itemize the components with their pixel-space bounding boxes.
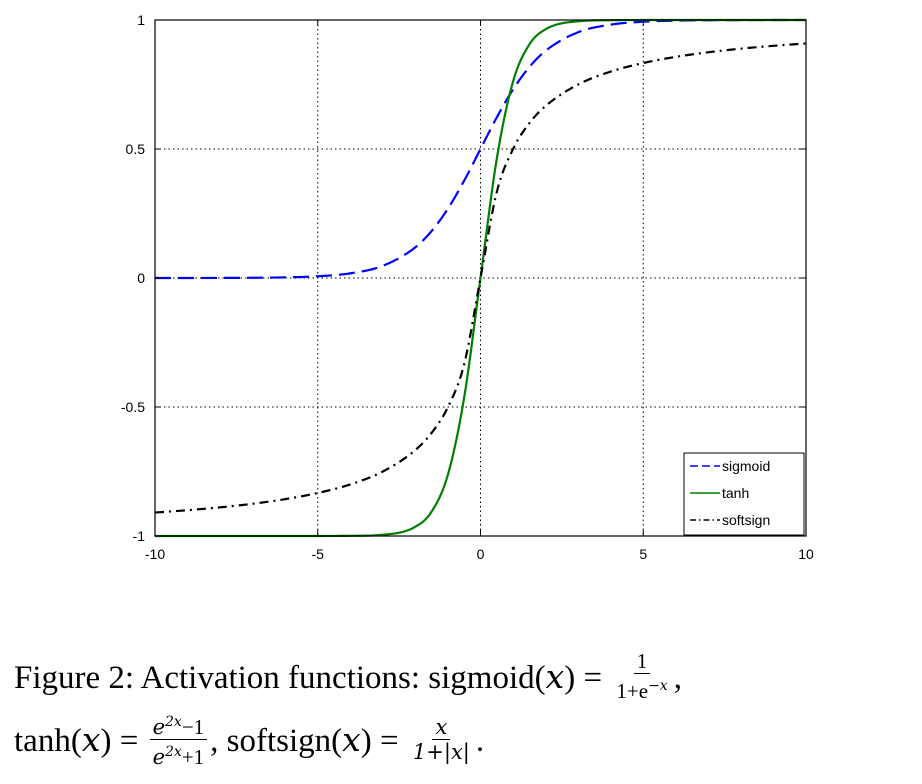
caption-period: . [475,723,485,759]
tanh-den-base: e [152,744,165,769]
var-x: x [545,657,565,696]
x-tick-label: 0 [477,546,485,562]
tanh-num-exp: 2x [165,713,182,730]
figure-caption: Figure 2: Activation functions: sigmoid(… [14,646,914,773]
tanh-den-exp: 2x [165,743,182,760]
sigmoid-numerator: 1 [633,649,651,675]
paren-close: ) [100,723,112,759]
sigmoid-denominator: 1+e−x [613,674,670,703]
x-tick-label: -10 [145,546,165,562]
caption-line-2: tanh(x) = e2x−1 e2x+1, softsign(x) = x 1+|… [14,709,914,773]
tick-marks [154,19,807,537]
x-tick-label: -5 [312,546,325,562]
tanh-num-base: e [152,714,165,739]
tanh-lhs: tanh( [14,723,82,759]
tanh-den-tail: +1 [181,744,205,769]
tick-labels: -10 -5 0 5 10 -1 -0.5 0 0.5 1 [121,12,814,562]
legend: sigmoid tanh softsign [683,452,805,536]
tanh-num-tail: −1 [181,714,205,739]
y-tick-label: 0 [137,270,145,286]
y-tick-label: 1 [137,12,145,28]
x-tick-label: 10 [798,546,814,562]
tanh-numerator: e2x−1 [149,710,208,740]
y-tick-label: -0.5 [121,399,145,415]
equals-sign: = [371,723,407,759]
softsign-numerator: x [432,715,451,740]
paren-close: ) [564,660,576,696]
y-tick-label: -1 [133,528,146,544]
sigmoid-den-base: 1+e [616,679,649,704]
paren-close: ) [360,723,372,759]
legend-label-sigmoid: sigmoid [722,458,770,474]
softsign-fraction: x 1+|x| [410,715,473,764]
tanh-fraction: e2x−1 e2x+1 [149,710,208,769]
var-x: x [342,720,361,759]
equals-sign: = [575,660,611,696]
sigmoid-den-exp: −x [648,678,668,695]
softsign-lhs: softsign( [226,723,343,759]
y-tick-label: 0.5 [126,141,146,157]
legend-label-tanh: tanh [722,485,749,501]
x-tick-label: 5 [639,546,647,562]
activation-chart: -10 -5 0 5 10 -1 -0.5 0 0.5 1 sigmoid tanh softsign [121,12,814,562]
caption-comma: , [673,660,682,696]
caption-sep: , [210,723,227,759]
series-line-softsign [154,42,807,514]
sigmoid-fraction: 1 1+e−x [613,649,670,703]
equals-sign: = [111,723,147,759]
var-x: x [81,720,101,759]
softsign-denominator: 1+|x| [412,739,470,764]
tanh-denominator: e2x+1 [150,740,208,769]
caption-prefix: Figure 2: Activation functions: [14,660,429,696]
legend-label-softsign: softsign [722,512,770,528]
caption-line-1: Figure 2: Activation functions: sigmoid(… [14,646,914,709]
sigmoid-lhs: sigmoid( [428,660,546,696]
